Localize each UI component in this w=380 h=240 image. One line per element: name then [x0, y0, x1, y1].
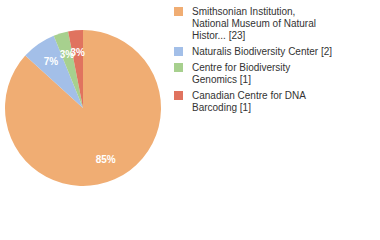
legend-label: Canadian Centre for DNABarcoding [1]	[192, 90, 306, 113]
legend-label-line: Canadian Centre for DNA	[192, 90, 306, 101]
pie	[5, 30, 161, 186]
legend: Smithsonian Institution,National Museum …	[174, 6, 332, 113]
legend-label: Naturalis Biodiversity Center [2]	[192, 46, 332, 57]
legend-label-line: Smithsonian Institution,	[192, 6, 295, 17]
data-label: 85%	[96, 154, 116, 165]
legend-label: Smithsonian Institution,National Museum …	[192, 6, 316, 41]
legend-label-line: Histor... [23]	[192, 30, 246, 41]
legend-label-line: National Museum of Natural	[192, 18, 316, 29]
legend-swatch	[174, 91, 183, 100]
legend-item: Canadian Centre for DNABarcoding [1]	[174, 90, 306, 113]
pie-slice	[68, 30, 83, 108]
legend-label-line: Centre for Biodiversity	[192, 62, 290, 73]
legend-item: Smithsonian Institution,National Museum …	[174, 6, 316, 41]
legend-swatch	[174, 7, 183, 16]
legend-label-line: Barcoding [1]	[192, 102, 251, 113]
legend-label: Centre for BiodiversityGenomics [1]	[192, 62, 290, 85]
legend-item: Centre for BiodiversityGenomics [1]	[174, 62, 290, 85]
legend-swatch	[174, 63, 183, 72]
data-label: 7%	[44, 56, 59, 67]
chart: 85%7%3%3%Smithsonian Institution,Nationa…	[0, 0, 380, 240]
data-label: 3%	[70, 47, 85, 58]
legend-label-line: Genomics [1]	[192, 74, 251, 85]
legend-label-line: Naturalis Biodiversity Center [2]	[192, 46, 332, 57]
legend-item: Naturalis Biodiversity Center [2]	[174, 46, 332, 57]
legend-swatch	[174, 47, 183, 56]
pie-slice	[5, 30, 161, 186]
data-labels: 85%7%3%3%	[44, 47, 116, 165]
